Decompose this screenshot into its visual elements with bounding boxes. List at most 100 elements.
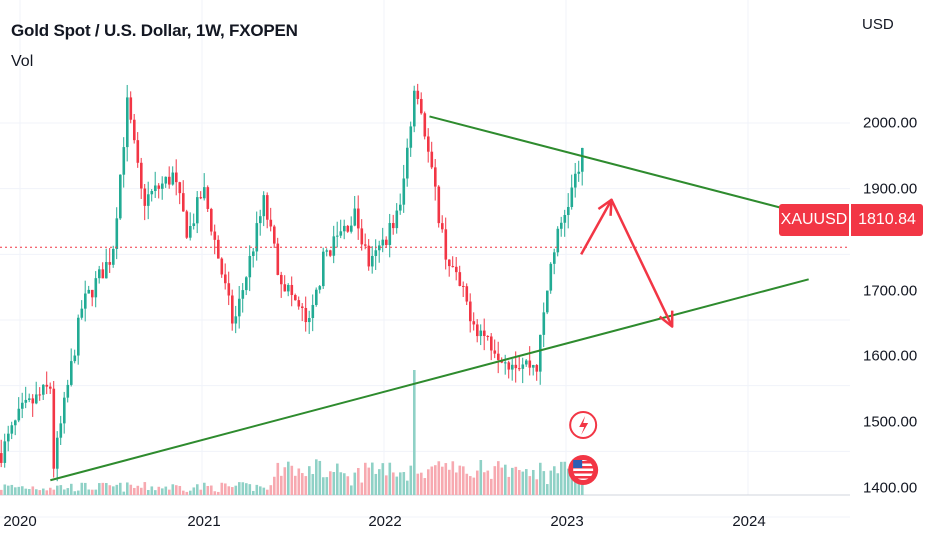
candle-body — [539, 334, 542, 372]
candle-body — [234, 316, 238, 324]
volume-bar — [161, 488, 164, 495]
volume-bar — [479, 460, 483, 495]
volume-bar — [437, 461, 441, 495]
volume-bar — [245, 483, 248, 495]
candle-body — [493, 350, 497, 354]
candle-body — [122, 147, 126, 175]
candle-body — [490, 336, 493, 351]
volume-bar — [462, 466, 465, 495]
candle-body — [290, 284, 294, 296]
candle-body — [157, 185, 161, 189]
y-tick-label: 1900.00 — [863, 180, 918, 198]
volume-bar — [388, 462, 392, 495]
candle-body — [252, 251, 255, 256]
volume-indicator-label[interactable]: Vol — [11, 53, 34, 70]
volume-bar — [381, 463, 385, 495]
candle-body — [322, 251, 325, 287]
volume-bar — [87, 489, 91, 495]
volume-bar — [10, 484, 14, 495]
volume-bar — [154, 490, 157, 495]
volume-bar — [353, 472, 357, 495]
candle-body — [154, 185, 157, 192]
volume-bar — [98, 483, 101, 495]
candle-body — [518, 368, 521, 370]
volume-bar — [157, 486, 161, 495]
last-price-badge: 1810.84 — [851, 204, 923, 236]
candle-body — [262, 195, 266, 217]
volume-bar — [119, 482, 122, 495]
volume-bar — [175, 485, 178, 495]
symbol-badge[interactable]: XAUUSD — [779, 204, 849, 236]
candle-body — [248, 255, 252, 278]
volume-bar — [329, 471, 332, 495]
volume-bar — [147, 490, 150, 495]
candle-body — [472, 321, 476, 325]
candle-body — [294, 295, 297, 301]
flag-canton — [573, 460, 583, 468]
candle-body — [444, 229, 448, 260]
volume-bar — [31, 486, 35, 495]
volume-bar — [406, 480, 409, 495]
volume-bar — [59, 485, 63, 495]
volume-bar — [546, 484, 549, 495]
candle-body — [101, 269, 105, 279]
candle-body — [175, 172, 178, 183]
candle-body — [343, 225, 346, 232]
volume-bar — [276, 462, 280, 495]
candle-body — [276, 243, 280, 275]
candle-body — [213, 231, 217, 240]
candle-body — [189, 226, 192, 238]
candle-body — [455, 266, 458, 273]
candle-body — [532, 365, 535, 368]
volume-bar — [507, 476, 511, 495]
candle-body — [168, 176, 171, 185]
volume-bar — [315, 459, 318, 495]
volume-bar — [122, 491, 126, 495]
volume-bar — [301, 473, 304, 495]
volume-bar — [241, 482, 245, 495]
volume-bar — [574, 479, 577, 495]
candle-body — [98, 269, 101, 279]
volume-bar — [458, 465, 462, 495]
volume-bar — [423, 478, 427, 495]
candle-body — [434, 167, 437, 187]
volume-bar — [430, 466, 434, 495]
candle-body — [238, 298, 241, 317]
volume-bar — [182, 490, 185, 495]
x-tick-label: 2023 — [550, 513, 584, 530]
volume-bar — [339, 472, 343, 495]
volume-bar — [434, 465, 437, 495]
volume-bar — [448, 469, 451, 495]
candle-body — [231, 295, 234, 324]
candle-body — [318, 286, 322, 290]
volume-bar — [255, 484, 259, 495]
volume-bar — [483, 472, 486, 495]
volume-bar — [395, 476, 399, 495]
volume-bar — [311, 473, 315, 495]
projection-path — [580, 198, 674, 328]
candle-body — [259, 216, 262, 224]
volume-bar — [490, 478, 493, 495]
volume-bar — [38, 490, 42, 495]
candle-body — [115, 218, 119, 249]
flag-stripe — [573, 461, 594, 464]
volume-bar — [77, 490, 80, 495]
candle-body — [38, 394, 42, 396]
candle-body — [336, 235, 339, 237]
volume-bar — [367, 467, 371, 495]
volume-bar — [126, 482, 129, 495]
volume-bar — [420, 472, 423, 495]
volume-bar — [84, 482, 87, 495]
volume-bar — [560, 461, 563, 495]
candle-body — [556, 228, 560, 253]
volume-bar — [262, 487, 266, 495]
candle-body — [385, 239, 388, 245]
candle-body — [91, 289, 94, 298]
volume-bar — [24, 488, 28, 495]
volume-bar — [220, 482, 224, 495]
candle-body — [133, 119, 136, 141]
candle-body — [178, 182, 182, 194]
candle-body — [378, 245, 381, 251]
